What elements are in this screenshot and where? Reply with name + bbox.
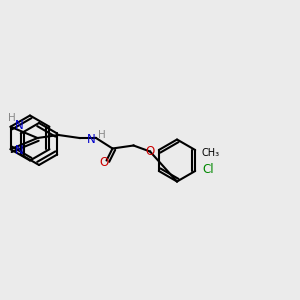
Text: H: H bbox=[8, 113, 16, 123]
Text: N: N bbox=[15, 144, 24, 157]
Text: H: H bbox=[98, 130, 105, 140]
Text: O: O bbox=[146, 145, 154, 158]
Text: Cl: Cl bbox=[203, 163, 214, 176]
Text: CH₃: CH₃ bbox=[201, 148, 219, 158]
Text: N: N bbox=[87, 133, 96, 146]
Text: O: O bbox=[99, 155, 108, 169]
Text: N: N bbox=[15, 119, 24, 132]
